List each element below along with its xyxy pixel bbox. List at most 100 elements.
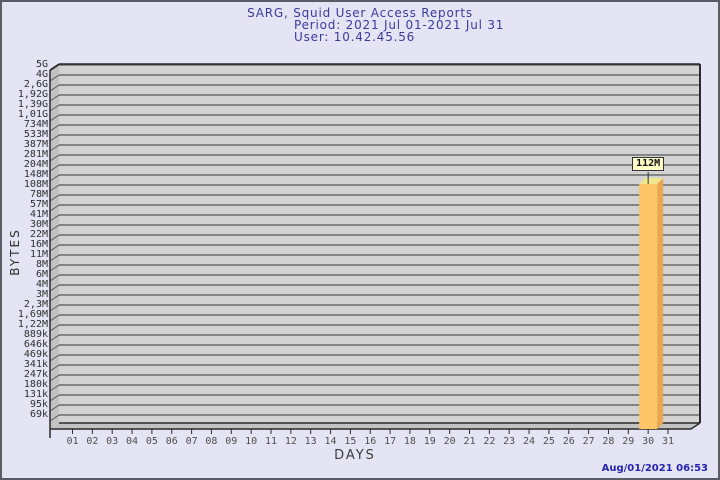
x-tick-label: 13 (304, 436, 317, 447)
y-tick-label: 204M (23, 159, 48, 170)
chart-line (49, 104, 60, 112)
y-tick-label: 4G (35, 69, 48, 80)
y-tick-label: 41M (29, 209, 48, 220)
x-tick-label: 03 (106, 436, 119, 447)
x-tick-label: 31 (661, 436, 675, 447)
bar-value-label: 112M (632, 157, 665, 171)
chart-line (49, 324, 60, 332)
x-tick-label: 06 (165, 436, 178, 447)
x-tick-label: 10 (245, 436, 258, 447)
x-tick-label: 01 (66, 436, 79, 447)
chart-line (49, 144, 60, 152)
x-tick-label: 16 (364, 436, 377, 447)
y-tick-label: 16M (29, 239, 48, 250)
chart-line (49, 204, 60, 212)
x-tick-label: 26 (562, 436, 575, 447)
chart-line (49, 244, 60, 252)
page-title: SARG, Squid User Access Reports (247, 6, 473, 20)
chart-line (49, 334, 60, 342)
chart-line (49, 314, 60, 322)
x-tick-label: 14 (324, 436, 337, 447)
chart-shape (639, 178, 664, 184)
x-tick-label: 02 (86, 436, 99, 447)
chart-line (49, 114, 60, 122)
gridlines (49, 64, 700, 422)
y-tick-label: 281M (23, 149, 48, 160)
chart-line (49, 94, 60, 102)
y-tick-label: 108M (23, 179, 48, 190)
chart-line (49, 74, 60, 82)
y-tick-label: 247k (23, 369, 48, 380)
chart-line (49, 384, 60, 392)
y-tick-label: 1,01G (17, 109, 48, 120)
x-tick-label: 17 (384, 436, 397, 447)
chart-line (49, 224, 60, 232)
y-tick-label: 95k (29, 399, 48, 410)
chart-shape (50, 423, 700, 429)
report-user: User: 10.42.45.56 (294, 30, 416, 44)
y-tick-label: 469k (23, 349, 48, 360)
chart-line (49, 214, 60, 222)
y-tick-label: 69k (29, 409, 48, 420)
y-tick-label: 131k (23, 389, 48, 400)
y-tick-label: 180k (23, 379, 48, 390)
y-tick-label: 646k (23, 339, 48, 350)
x-tick-label: 30 (642, 436, 655, 447)
x-tick-label: 12 (284, 436, 297, 447)
y-tick-label: 533M (23, 129, 48, 140)
chart-line (49, 63, 60, 71)
y-tick-label: 8M (35, 259, 48, 270)
x-tick-label: 07 (185, 436, 198, 447)
chart-line (49, 64, 60, 72)
chart-line (49, 294, 60, 302)
chart-line (49, 264, 60, 272)
chart-line (49, 274, 60, 282)
x-tick-label: 21 (463, 436, 476, 447)
y-tick-label: 4M (35, 279, 48, 290)
chart-line (49, 364, 60, 372)
chart-line (690, 422, 701, 430)
chart-line (49, 404, 60, 412)
x-tick-label: 18 (403, 436, 416, 447)
x-tick-label: 09 (225, 436, 238, 447)
x-tick-label: 24 (523, 436, 536, 447)
y-tick-label: 2,3M (23, 299, 48, 310)
chart-back-wall (59, 64, 700, 423)
generation-timestamp: Aug/01/2021 06:53 (601, 463, 708, 474)
data-bar-day-30 (639, 184, 658, 429)
chart-line (49, 374, 60, 382)
y-tick-label: 5G (35, 59, 48, 70)
x-tick-label: 25 (542, 436, 555, 447)
y-tick-label: 734M (23, 119, 48, 130)
x-tick-label: 28 (602, 436, 615, 447)
x-axis-title: DAYS (334, 448, 376, 463)
chart-line (49, 344, 60, 352)
chart-line (49, 84, 60, 92)
chart-line (49, 234, 60, 242)
chart-floor (50, 423, 700, 429)
y-tick-label: 1,69M (17, 309, 48, 320)
y-tick-label: 1,39G (17, 99, 48, 110)
y-tick-label: 11M (29, 249, 48, 260)
chart-line (49, 414, 60, 422)
y-tick-label: 148M (23, 169, 48, 180)
y-tick-label: 1,92G (17, 89, 48, 100)
chart-line (49, 134, 60, 142)
chart-line (49, 194, 60, 202)
chart-line (49, 154, 60, 162)
x-tick-label: 15 (344, 436, 357, 447)
chart-line (49, 174, 60, 182)
y-tick-label: 6M (35, 269, 48, 280)
chart-line (49, 164, 60, 172)
y-tick-label: 22M (29, 229, 48, 240)
y-tick-label: 341k (23, 359, 48, 370)
x-tick-label: 04 (126, 436, 139, 447)
y-tick-label: 1,22M (17, 319, 48, 330)
y-tick-label: 2,6G (23, 79, 48, 90)
x-tick-label: 11 (264, 436, 278, 447)
report-period: Period: 2021 Jul 01-2021 Jul 31 (294, 18, 505, 32)
chart-line (49, 394, 60, 402)
x-tick-label: 20 (443, 436, 456, 447)
